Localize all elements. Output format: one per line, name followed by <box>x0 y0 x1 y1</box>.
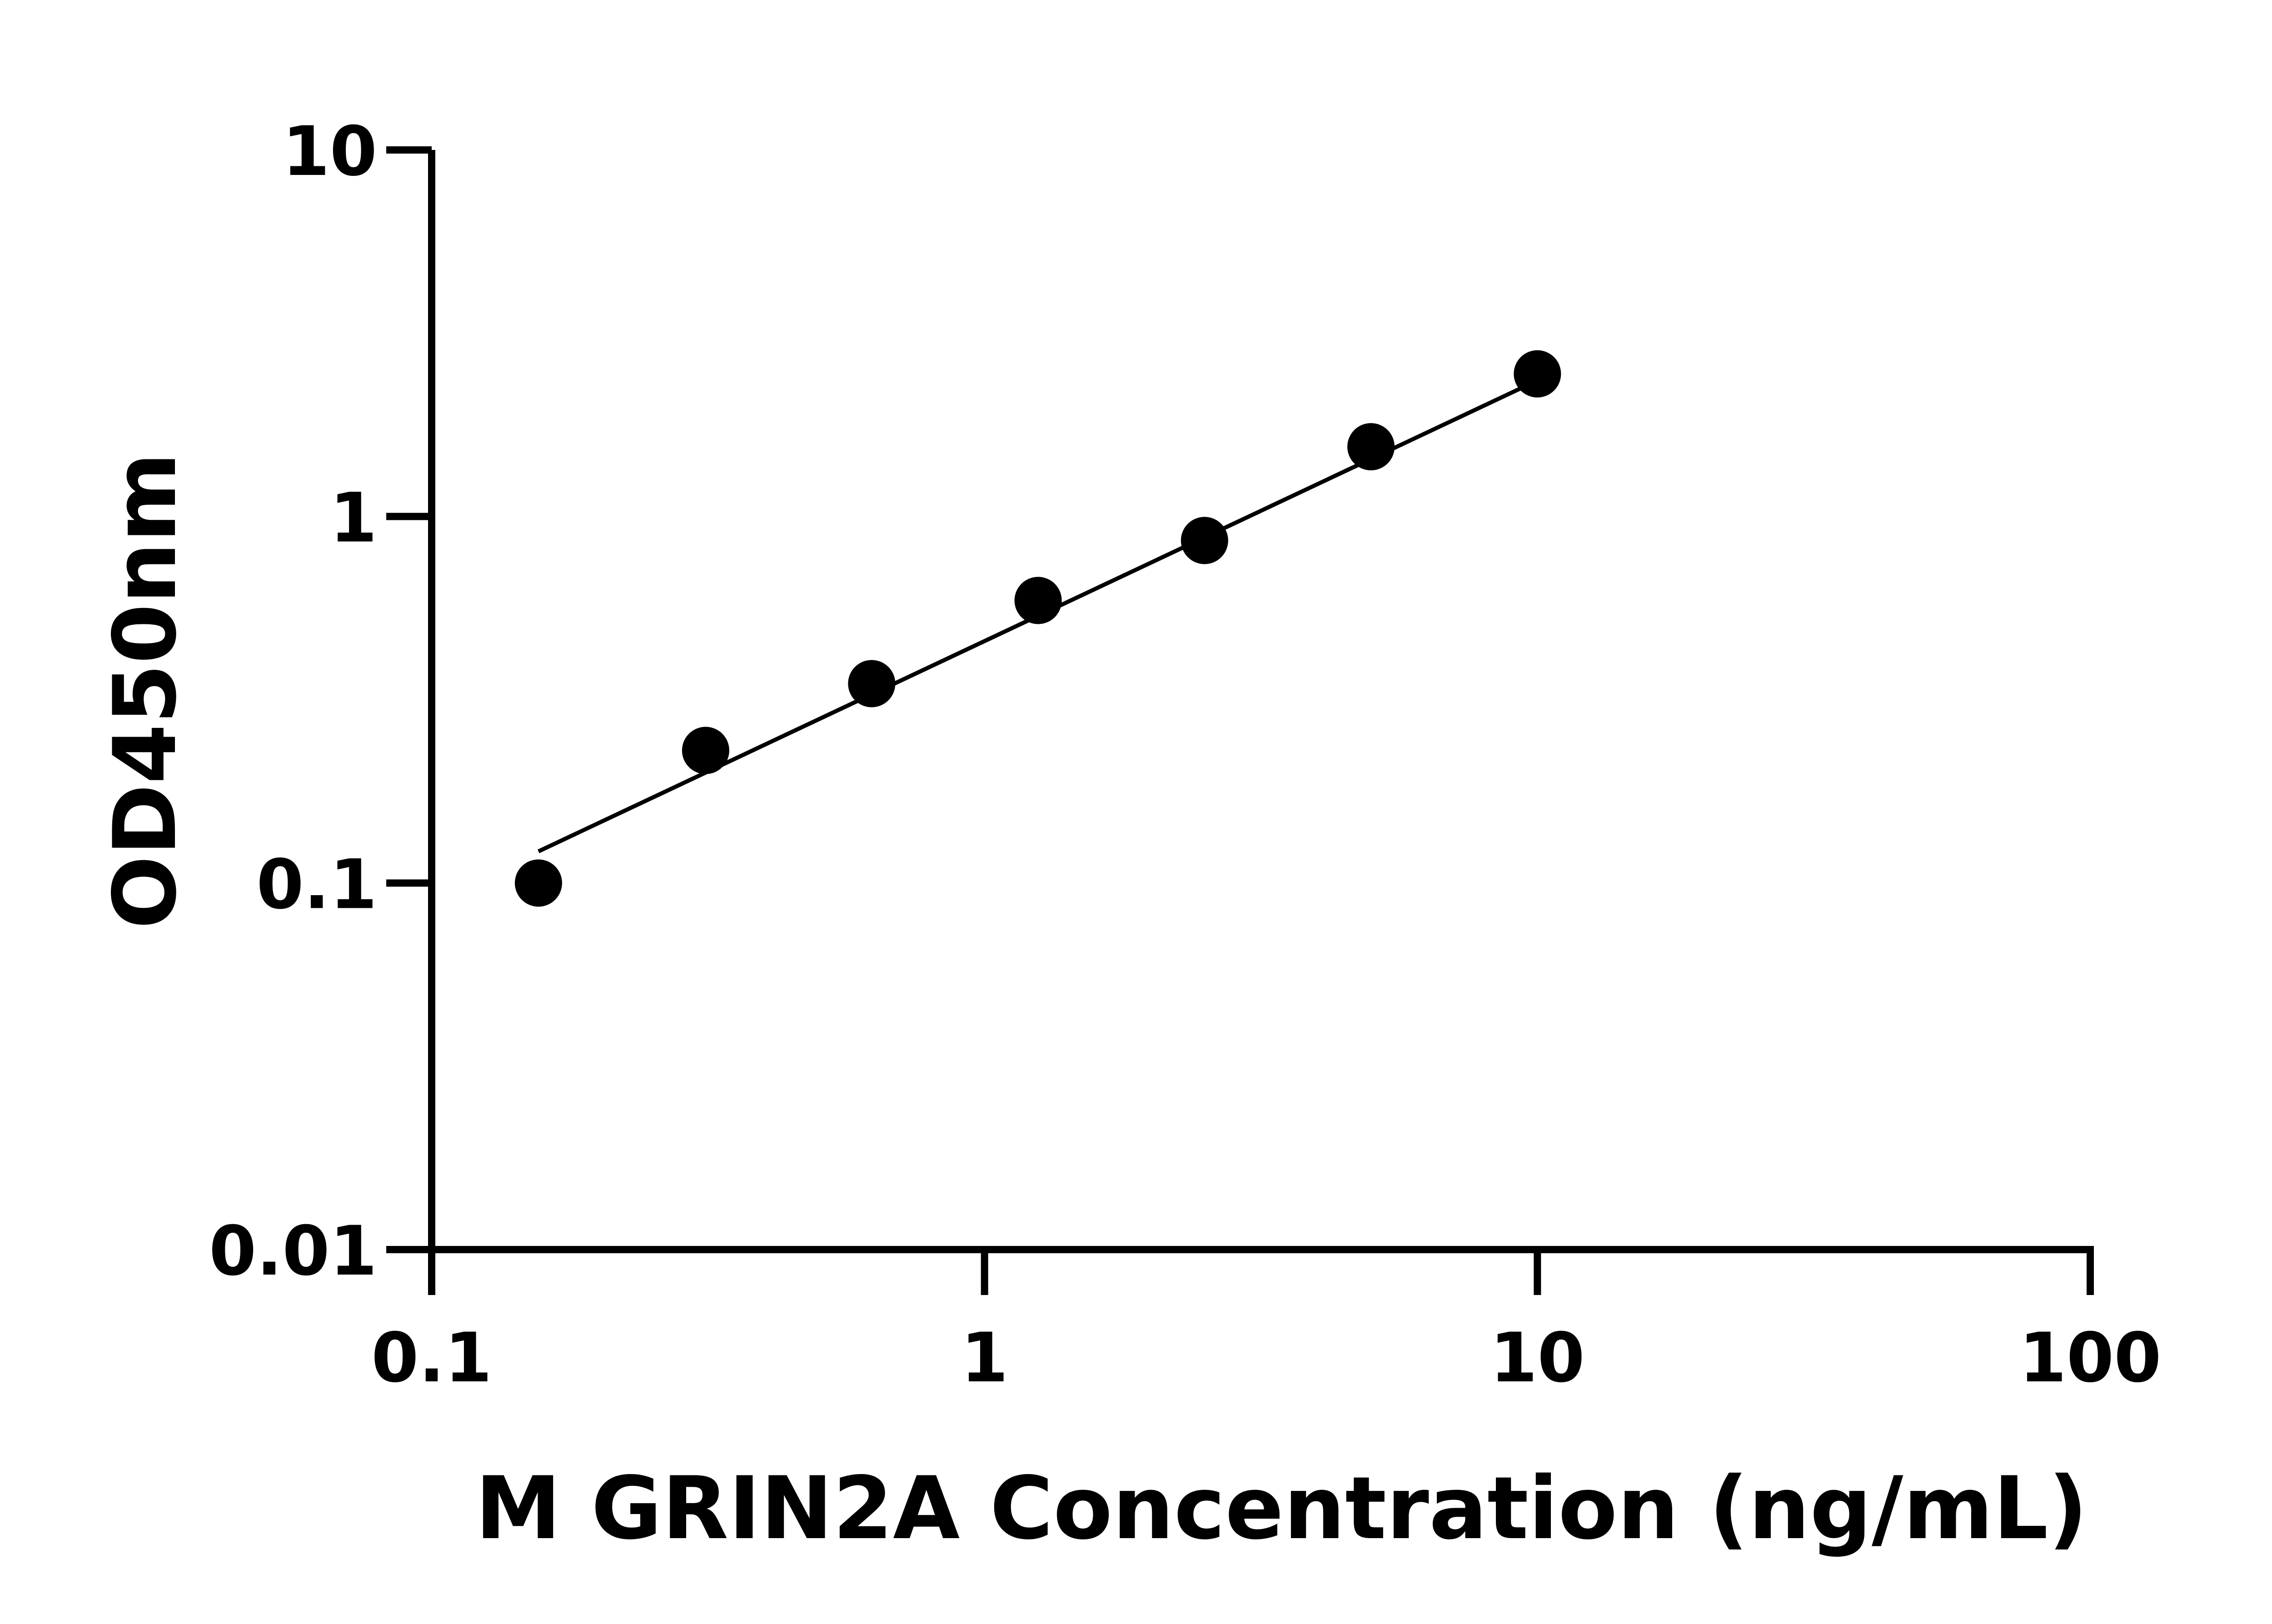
data-point <box>514 859 562 907</box>
data-point <box>1181 517 1228 564</box>
y-axis-title: OD450nm <box>95 452 195 929</box>
axes <box>386 146 2094 1295</box>
data-point <box>848 660 896 707</box>
tick-labels: 0.01 0.1 1 10 0.1 1 10 100 <box>209 112 2162 1398</box>
y-tick-label: 1 <box>330 479 377 558</box>
x-tick-label: 0.1 <box>371 1319 492 1398</box>
y-tick-label: 0.1 <box>256 845 377 924</box>
x-tick-label: 10 <box>1490 1319 1585 1398</box>
x-tick-label: 100 <box>2019 1319 2161 1398</box>
x-axis-title: M GRIN2A Concentration (ng/mL) <box>475 1458 2088 1559</box>
data-point <box>1347 423 1395 471</box>
data-point <box>1514 350 1561 398</box>
y-tick-label: 10 <box>282 112 377 191</box>
data-points <box>514 350 1561 907</box>
x-tick-label: 1 <box>961 1319 1008 1398</box>
data-point <box>682 727 729 774</box>
y-tick-label: 0.01 <box>209 1212 377 1291</box>
data-point <box>1014 577 1062 624</box>
